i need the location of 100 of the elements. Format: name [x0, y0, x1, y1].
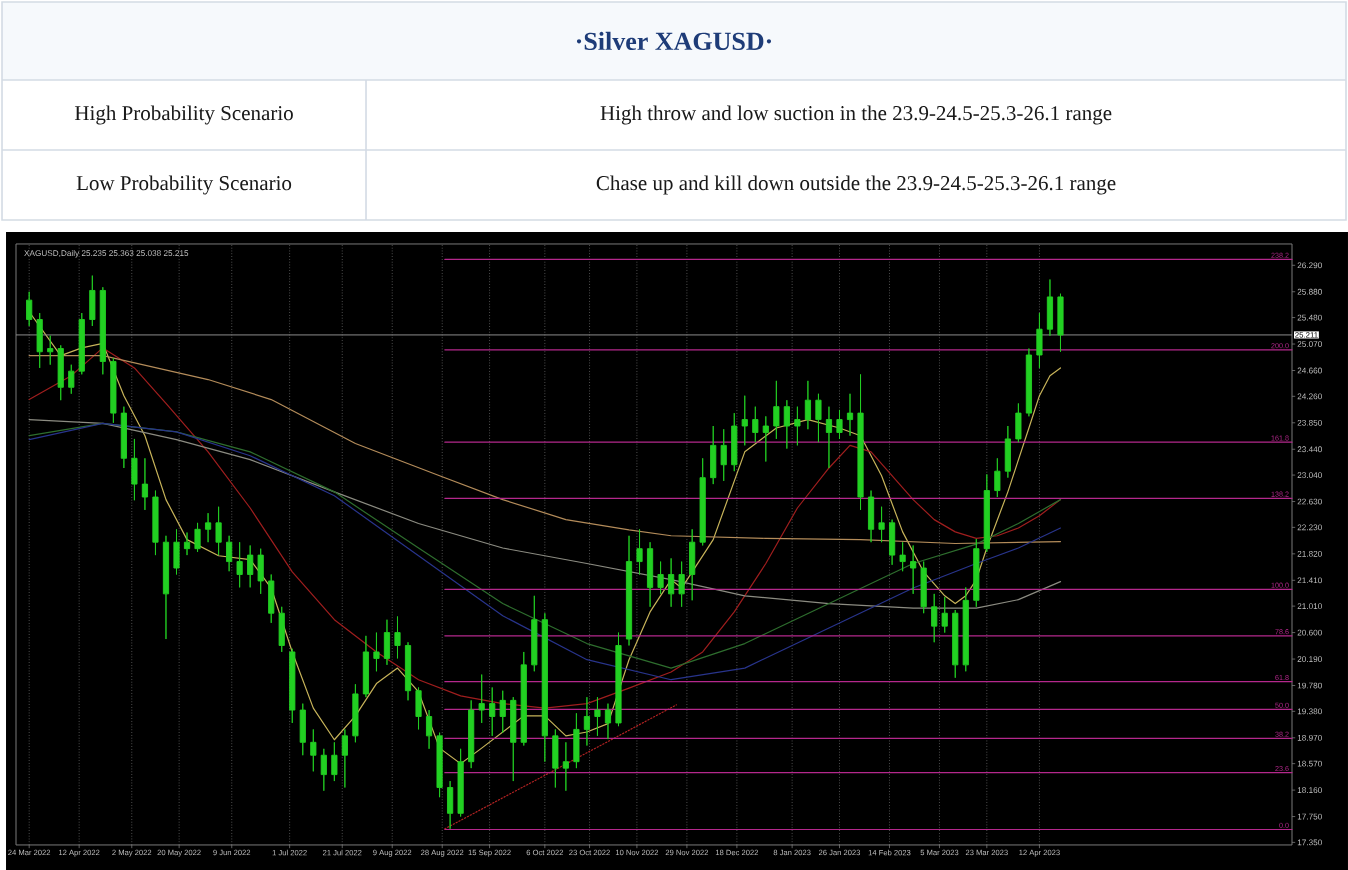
- candlestick: [1015, 402, 1022, 443]
- candlestick: [89, 275, 96, 327]
- candlestick: [920, 561, 927, 614]
- candlestick: [310, 728, 317, 772]
- candlestick: [26, 291, 33, 327]
- candlestick: [720, 428, 727, 482]
- candlestick: [257, 548, 264, 595]
- candlestick: [699, 457, 706, 546]
- candlestick: [583, 696, 590, 747]
- candlestick: [594, 696, 601, 737]
- candlestick: [931, 593, 938, 643]
- candlestick: [141, 457, 149, 511]
- candlestick: [657, 561, 664, 595]
- candlestick: [499, 690, 506, 734]
- candlestick: [857, 373, 864, 511]
- candlestick: [99, 286, 106, 375]
- candlestick: [762, 415, 769, 462]
- candlestick: [47, 335, 54, 366]
- candlestick: [562, 741, 569, 792]
- candlestick: [983, 473, 990, 553]
- candlestick: [120, 406, 127, 469]
- candlestick: [783, 399, 790, 450]
- candlestick: [899, 541, 906, 572]
- text: High Probability Scenario: [74, 105, 293, 125]
- candlestick: [415, 687, 422, 730]
- candlestick: [341, 728, 348, 788]
- candlestick: [1036, 312, 1043, 369]
- candlestick: [110, 357, 117, 424]
- candlestick: [36, 312, 43, 369]
- candlestick: [352, 683, 359, 743]
- candlestick: [552, 728, 559, 788]
- candlestick: [794, 406, 801, 446]
- candlestick: [278, 606, 285, 653]
- candlestick: [457, 748, 464, 818]
- candlestick: [646, 541, 654, 608]
- candlestick: [941, 596, 948, 634]
- candlestick: [604, 703, 612, 740]
- candlestick: [815, 393, 822, 443]
- candlestick: [668, 557, 675, 608]
- candlestick: [468, 699, 475, 769]
- line-series: [28, 418, 1062, 609]
- candlestick: [541, 612, 548, 763]
- candlestick: [678, 561, 685, 608]
- candlestick: [447, 780, 454, 830]
- candlestick: [689, 528, 696, 601]
- candlestick: [878, 506, 885, 543]
- candlestick: [994, 457, 1001, 498]
- candlestick: [910, 544, 917, 595]
- candlestick: [752, 406, 759, 443]
- candlestick: [78, 312, 85, 375]
- candlestick: [1004, 425, 1011, 479]
- candlestick: [394, 616, 401, 659]
- candlestick: [183, 532, 191, 556]
- text: High throw and low suction in the 23.9-24.5-25.3-26.1 range: [600, 105, 1112, 125]
- candlestick: [867, 490, 875, 543]
- candlestick: [489, 687, 496, 737]
- candlestick: [331, 741, 338, 782]
- candlestick: [889, 519, 896, 566]
- candlestick: [846, 393, 854, 437]
- candlestick: [152, 490, 159, 556]
- candlestick: [373, 632, 380, 672]
- candlestick: [973, 538, 980, 608]
- candlestick: [362, 635, 370, 698]
- candlestick: [404, 641, 412, 701]
- candlestick: [531, 595, 538, 672]
- candlestick: [299, 703, 306, 756]
- candlestick: [710, 425, 717, 485]
- candlestick: [194, 522, 201, 553]
- candlestick: [289, 648, 296, 724]
- candlestick: [573, 712, 580, 769]
- candlestick: [825, 406, 833, 469]
- candlestick: [615, 632, 622, 727]
- text: Chase up and kill down outside the 23.9-24.5-25.3-26.1 range: [596, 175, 1116, 195]
- candlestick: [625, 535, 633, 646]
- candlestick: [215, 506, 222, 556]
- candlestick: [1025, 348, 1032, 417]
- candlestick: [478, 674, 485, 724]
- candlestick: [1046, 279, 1054, 337]
- candlestick: [68, 364, 75, 395]
- candlestick: [57, 344, 64, 401]
- line-series: [28, 355, 1062, 545]
- candlestick: [425, 709, 433, 750]
- candlestick: [383, 619, 391, 666]
- candlestick: [226, 535, 233, 572]
- candlestick: [131, 438, 138, 501]
- candlestick: [436, 732, 443, 798]
- candlestick: [320, 748, 327, 792]
- candlestick: [836, 409, 843, 440]
- candlestick: [247, 544, 254, 588]
- candlestick: [173, 528, 180, 575]
- text: Low Probability Scenario: [76, 175, 292, 195]
- candlestick: [1057, 293, 1064, 353]
- candlestick: [636, 528, 643, 575]
- candlestick: [804, 380, 811, 430]
- candlestick: [773, 380, 780, 440]
- candlestick: [236, 541, 243, 588]
- candlestick: [268, 574, 275, 624]
- candlestick: [205, 512, 212, 543]
- candlestick: [162, 535, 170, 640]
- chart-title: ·Silver XAGUSD·: [576, 31, 772, 51]
